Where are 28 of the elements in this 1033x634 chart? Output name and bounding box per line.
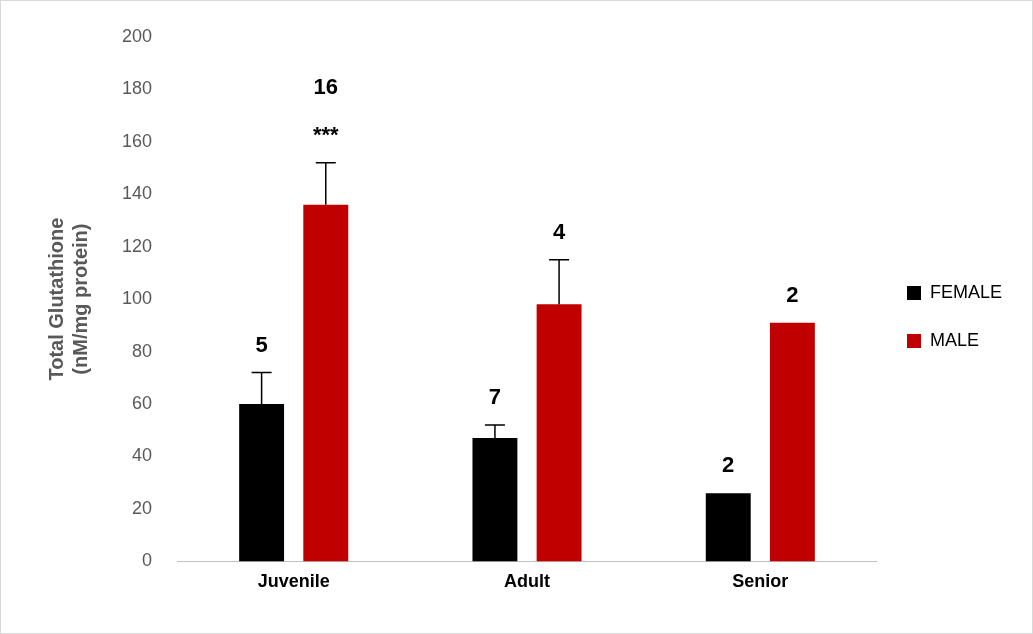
bar <box>705 493 751 562</box>
x-tick-label: Senior <box>732 571 789 592</box>
y-tick-label: 20 <box>132 497 153 518</box>
y-tick-label: 100 <box>121 288 153 309</box>
x-tick-label: Adult <box>504 571 551 592</box>
bar <box>769 322 815 562</box>
x-tick-label: Juvenile <box>257 571 330 592</box>
legend-label: MALE <box>929 329 980 350</box>
annotation: 16 <box>313 73 339 99</box>
annotation: 7 <box>488 384 502 410</box>
y-tick-label: 40 <box>132 445 153 466</box>
annotation: 2 <box>786 281 799 307</box>
y-tick-label: 160 <box>121 130 153 151</box>
annotation: 2 <box>722 452 735 478</box>
y-tick-label: 140 <box>121 183 153 204</box>
annotation: 4 <box>552 218 566 244</box>
y-tick-label: 200 <box>121 25 153 46</box>
y-tick-label: 180 <box>121 78 153 99</box>
y-tick-label: 120 <box>121 235 153 256</box>
y-axis-title: Total Glutathione (nM/mg protein) <box>44 217 91 381</box>
bar <box>303 204 349 562</box>
bar <box>536 304 582 562</box>
annotation: 5 <box>255 331 268 357</box>
annotation: *** <box>312 121 340 147</box>
y-tick-label: 60 <box>132 392 153 413</box>
y-tick-label: 80 <box>132 340 153 361</box>
legend-label: FEMALE <box>929 281 1003 302</box>
y-tick-label: 0 <box>142 550 153 571</box>
